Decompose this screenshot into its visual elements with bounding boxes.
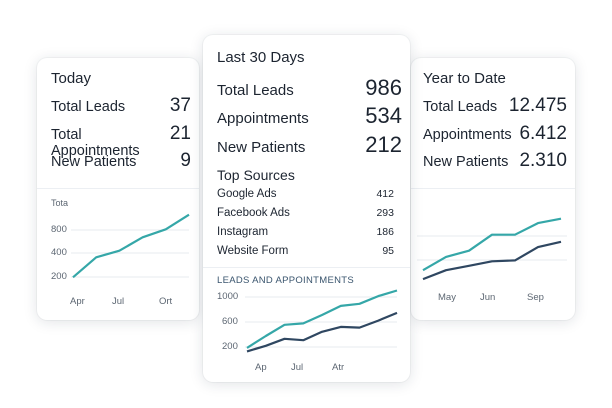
ytd-x-tick: Jun	[480, 292, 496, 303]
today-total-leads-row: Total Leads 37	[51, 95, 191, 117]
ytd-new-patients-label: New Patients	[423, 154, 509, 170]
last30-appointments-row: Appointments 534	[217, 103, 402, 129]
ytd-leads-line	[422, 217, 562, 272]
last30-total-leads-value: 986	[365, 75, 402, 100]
today-appointments-value: 21	[169, 123, 191, 144]
today-leads-line	[72, 213, 190, 279]
ytd-x-tick: Sep	[527, 292, 544, 303]
source-name: Instagram	[217, 226, 269, 238]
today-line-chart	[71, 213, 190, 279]
source-row: Website Form 95	[217, 245, 394, 257]
source-name: Google Ads	[217, 188, 277, 200]
ytd-appointments-line	[422, 240, 562, 281]
last30-total-leads-row: Total Leads 986	[217, 75, 402, 101]
today-title: Today	[51, 70, 92, 87]
source-row: Instagram 186	[217, 226, 394, 238]
today-new-patients-label: New Patients	[51, 154, 137, 170]
last30-new-patients-row: New Patients 212	[217, 132, 402, 158]
ytd-new-patients-row: New Patients 2.310	[423, 150, 567, 172]
today-x-tick: Ort	[159, 296, 173, 307]
today-divider	[37, 188, 199, 189]
source-row: Facebook Ads 293	[217, 207, 394, 219]
source-name: Website Form	[217, 245, 289, 257]
year-to-date-card: Year to Date Total Leads 12.475 Appointm…	[411, 58, 575, 320]
last-30-days-card: Last 30 Days Total Leads 986 Appointment…	[203, 35, 410, 382]
today-new-patients-row: New Patients 9	[51, 150, 191, 172]
leads-and-appointments-title: LEADS AND APPOINTMENTS	[217, 275, 354, 286]
ytd-appointments-label: Appointments	[423, 127, 512, 143]
last30-appointments-line	[246, 311, 398, 353]
ytd-total-leads-value: 12.475	[508, 95, 567, 116]
last30-y-tick: 1000	[217, 291, 239, 302]
last30-x-tick: Ap	[255, 362, 267, 373]
today-x-tick: Jul	[112, 296, 125, 307]
last30-x-tick: Jul	[291, 362, 304, 373]
ytd-total-leads-row: Total Leads 12.475	[423, 95, 567, 117]
today-x-tick: Apr	[70, 296, 85, 307]
last30-appointments-label: Appointments	[217, 110, 309, 127]
today-y-tick: Tota	[51, 198, 69, 208]
last30-title: Last 30 Days	[217, 49, 305, 66]
last30-divider	[203, 267, 410, 268]
today-y-tick: 800	[51, 224, 67, 235]
last30-leads-line	[246, 289, 398, 349]
today-total-leads-label: Total Leads	[51, 99, 126, 115]
last30-y-tick: 200	[222, 341, 238, 352]
today-appointments-row: Total Appointments 21	[51, 123, 191, 159]
last30-new-patients-label: New Patients	[217, 139, 306, 156]
source-row: Google Ads 412	[217, 188, 394, 200]
last30-x-tick: Atr	[332, 362, 345, 373]
source-count: 95	[382, 245, 394, 257]
ytd-appointments-row: Appointments 6.412	[423, 123, 567, 145]
last30-y-tick: 600	[222, 316, 238, 327]
last30-new-patients-value: 212	[365, 132, 402, 157]
top-sources-title: Top Sources	[217, 167, 295, 183]
ytd-appointments-value: 6.412	[519, 123, 567, 144]
today-y-tick: 200	[51, 271, 67, 282]
last30-total-leads-label: Total Leads	[217, 82, 294, 99]
last30-line-chart	[245, 289, 398, 353]
today-appointments-label: Total Appointments	[51, 127, 140, 159]
source-count: 293	[376, 207, 394, 219]
today-total-leads-value: 37	[169, 95, 191, 116]
today-y-tick: 400	[51, 247, 67, 258]
ytd-x-tick: May	[438, 292, 456, 303]
source-count: 186	[376, 226, 394, 238]
source-name: Facebook Ads	[217, 207, 290, 219]
ytd-divider	[411, 188, 575, 189]
ytd-total-leads-label: Total Leads	[423, 99, 498, 115]
last30-appointments-value: 534	[365, 103, 402, 128]
ytd-new-patients-value: 2.310	[519, 150, 567, 171]
today-card: Today Total Leads 37 Total Appointments …	[37, 58, 199, 320]
source-count: 412	[376, 188, 394, 200]
today-new-patients-value: 9	[180, 150, 191, 171]
ytd-line-chart	[417, 217, 567, 281]
ytd-title: Year to Date	[423, 70, 506, 87]
